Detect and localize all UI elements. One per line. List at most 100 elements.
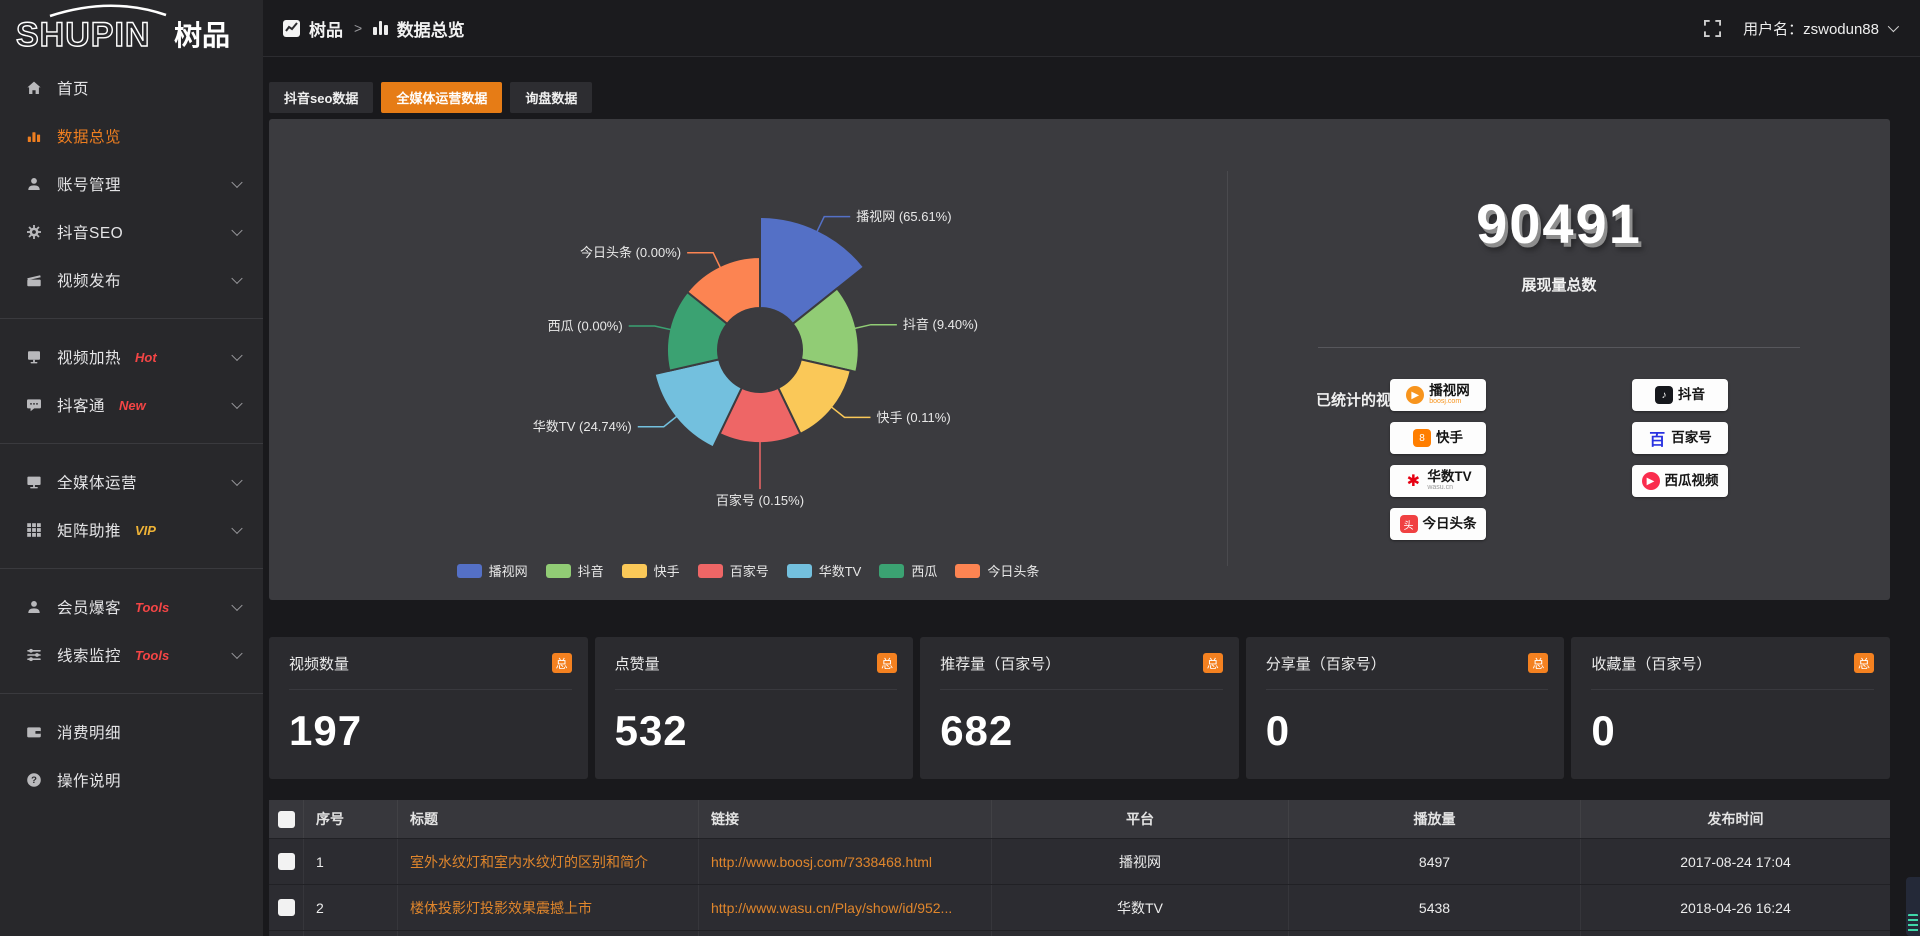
topbar-right: 用户名：zswodun88 — [1704, 18, 1900, 39]
chevron-down-icon — [1887, 20, 1900, 33]
pie-label-华数TV: 华数TV (24.74%) — [533, 419, 632, 434]
sidebar-item-account-management[interactable]: 账号管理 — [0, 160, 263, 208]
sidebar-item-instructions[interactable]: ? 操作说明 — [0, 756, 263, 804]
sidebar-item-member-baoke[interactable]: 会员爆客 Tools — [0, 583, 263, 631]
platform-badge-text: 抖音 — [1678, 387, 1705, 402]
grid-icon — [26, 522, 42, 538]
platform-badge-xigua: ▶ 西瓜视频 — [1632, 465, 1728, 497]
sidebar-item-matrix-boost[interactable]: 矩阵助推 VIP — [0, 506, 263, 554]
cell-num: 2 — [304, 885, 398, 930]
tab-omni-media-data[interactable]: 全媒体运营数据 — [381, 82, 503, 113]
platform-badge-sub: boosj.com — [1429, 398, 1462, 406]
platform-badge-baijiahao: 百百家号 — [1632, 422, 1728, 454]
table-header-cell: 平台 — [992, 800, 1289, 838]
bar-chart-icon — [26, 128, 42, 144]
legend-item-西瓜[interactable]: 西瓜 — [879, 561, 937, 580]
row-checkbox[interactable] — [277, 899, 295, 916]
row-select-cell — [269, 885, 304, 930]
xigua-logo-icon: ▶ — [1641, 472, 1660, 490]
pie-slice-今日头条[interactable] — [685, 255, 761, 326]
user-icon — [26, 176, 42, 192]
pie-label-line — [854, 323, 897, 330]
stat-card-0: 视频数量 总 197 — [269, 637, 588, 779]
cell-empty — [992, 931, 1289, 936]
stat-card-label: 点赞量 — [614, 655, 660, 673]
select-all-checkbox[interactable] — [277, 810, 295, 828]
logo-graphic: SHUPIN 树品 — [16, 4, 230, 55]
stat-card-3: 分享量（百家号） 总 0 — [1245, 637, 1565, 779]
gear-icon — [26, 224, 42, 240]
legend-item-华数TV[interactable]: 华数TV — [786, 561, 861, 580]
sidebar-item-home[interactable]: 首页 — [0, 64, 263, 112]
platform-badge-text: 华数TV wasu.cn — [1427, 470, 1471, 492]
brand-logo[interactable]: SHUPIN 树品 — [0, 0, 263, 57]
legend-item-今日头条[interactable]: 今日头条 — [955, 561, 1039, 580]
sidebar-item-data-overview[interactable]: 数据总览 — [0, 112, 263, 160]
sidebar-item-omni-media[interactable]: 全媒体运营 — [0, 458, 263, 506]
stat-card-label: 推荐量（百家号） — [940, 655, 1061, 673]
monitor-icon — [26, 474, 42, 490]
baijiahao-logo-icon: 百 — [1649, 432, 1666, 449]
table-row: 2 楼体投影灯投影效果震撼上市 http://www.wasu.cn/Play/sh… — [269, 884, 1890, 930]
stat-card-header: 收藏量（百家号） 总 — [1591, 637, 1874, 690]
row-checkbox[interactable] — [277, 853, 295, 870]
sidebar-item-douketong[interactable]: 抖客通 New — [0, 381, 263, 429]
summary-divider — [1318, 347, 1800, 348]
pie-slice-华数TV[interactable] — [653, 358, 744, 449]
platform-badge-wasu-tv: ✱ 华数TV wasu.cn — [1390, 465, 1486, 497]
platform-badge-douyin: ♪ 抖音 — [1632, 379, 1728, 411]
breadcrumb-current: 数据总览 — [396, 20, 465, 40]
pie-slice-抖音[interactable] — [791, 287, 860, 374]
sidebar-item-video-publish[interactable]: 视频发布 — [0, 256, 263, 304]
videos-table: 序号 标题 链接 平台 播放量 发布时间 1 室外水纹灯和室内水纹灯的区别和简介 http://… — [269, 800, 1890, 936]
table-header-cell: 播放量 — [1289, 800, 1581, 838]
table-header-cell: 发布时间 — [1707, 811, 1764, 827]
panel-divider — [1227, 171, 1228, 566]
sidebar-item-label: 操作说明 — [57, 773, 122, 790]
total-impressions-value: 90491 — [1476, 192, 1642, 255]
platform-badge-text: 快手 — [1436, 430, 1463, 445]
tab-inquiry-data[interactable]: 询盘数据 — [510, 82, 593, 113]
sidebar-item-consumption-detail[interactable]: 消费明细 — [0, 708, 263, 756]
floating-widget[interactable] — [1906, 877, 1920, 936]
tab-douyin-seo-data[interactable]: 抖音seo数据 — [269, 82, 374, 113]
stat-card-label: 收藏量（百家号） — [1591, 655, 1712, 673]
legend-item-播视网[interactable]: 播视网 — [456, 561, 528, 580]
platform-badge-text: 播视网 boosj.com — [1429, 384, 1470, 406]
cell-link[interactable]: http://www.boosj.com/7338468.html — [699, 839, 992, 884]
table-header-row: 序号 标题 链接 平台 播放量 发布时间 — [269, 800, 1890, 838]
sidebar-item-douyin-seo[interactable]: 抖音SEO — [0, 208, 263, 256]
sidebar-divider — [0, 693, 263, 694]
sidebar-nav: 首页 数据总览 账号管理抖音SEO 视频发布视频加热 Hot 抖客通 New 全媒体运营 矩阵助… — [0, 57, 263, 804]
sidebar-item-label: 线索监控 — [57, 648, 122, 665]
topbar: 树品 > 数据总览 用户名：zswodun88 — [263, 0, 1920, 57]
fullscreen-icon[interactable] — [1704, 19, 1722, 37]
chevron-down-icon — [231, 349, 243, 362]
pie-label-line — [628, 325, 672, 331]
breadcrumb-root[interactable]: 树品 — [309, 20, 343, 40]
sidebar-item-video-heating[interactable]: 视频加热 Hot — [0, 333, 263, 381]
stat-card-1: 点赞量 总 532 — [594, 637, 914, 779]
stat-card-2: 推荐量（百家号） 总 682 — [920, 637, 1239, 779]
legend-item-抖音[interactable]: 抖音 — [545, 561, 604, 580]
sliders-icon — [26, 647, 42, 663]
platform-badge-name: 华数TV — [1427, 469, 1472, 485]
sidebar-item-label: 抖音SEO — [57, 225, 124, 242]
legend-item-百家号[interactable]: 百家号 — [697, 561, 769, 580]
home-icon — [26, 80, 42, 96]
legend-item-快手[interactable]: 快手 — [621, 561, 680, 580]
sidebar-item-tag: Tools — [135, 647, 170, 663]
sidebar-item-lead-monitor[interactable]: 线索监控 Tools — [0, 631, 263, 679]
user-icon — [26, 599, 42, 615]
legend-label: 今日头条 — [987, 564, 1040, 579]
chevron-down-icon — [231, 272, 243, 285]
cell-plays: 5438 — [1289, 885, 1581, 930]
pie-slice-播视网[interactable] — [759, 215, 866, 326]
cell-link[interactable]: http://www.wasu.cn/Play/show/id/952... — [699, 885, 992, 930]
cell-empty — [1289, 931, 1581, 936]
platform-badge-kuaishou: 8 快手 — [1390, 422, 1486, 454]
stat-card-label: 视频数量 — [289, 655, 350, 673]
user-menu[interactable]: 用户名：zswodun88 — [1743, 18, 1900, 39]
cell-title[interactable]: 楼体投影灯投影效果震撼上市 — [398, 885, 699, 930]
cell-title[interactable]: 室外水纹灯和室内水纹灯的区别和简介 — [398, 839, 699, 884]
